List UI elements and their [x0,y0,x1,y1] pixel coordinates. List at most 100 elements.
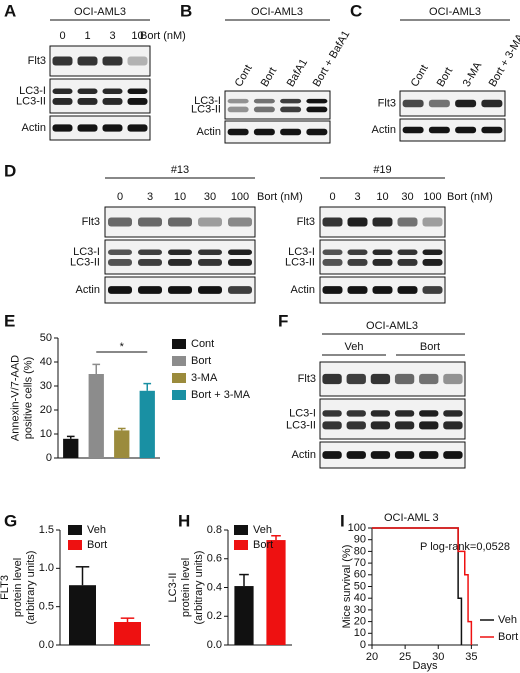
panel-label: E [4,311,15,330]
row-label: Flt3 [28,55,46,67]
band [394,451,415,459]
band [227,98,249,104]
band [419,421,439,430]
band [397,286,418,294]
band [280,106,302,113]
band [443,373,463,385]
legend-label: Bort + 3-MA [191,389,251,401]
treatment-label: Bort (nM) [257,191,303,203]
y-tick-label: 1.0 [39,562,54,574]
band [198,286,222,294]
band [77,124,98,132]
y-tick-label: 70 [354,557,366,569]
row-label: Actin [291,284,315,296]
band [455,126,477,134]
blot-frame [104,239,256,275]
band [428,99,450,108]
row-label: LC3-II [16,95,46,107]
legend-label: Veh [87,524,106,536]
band [108,259,132,266]
x-tick-label: 30 [432,651,444,663]
band [372,217,393,227]
lane-label: 3 [147,191,153,203]
band [372,259,393,266]
group-label: Bort [420,341,440,353]
band [280,98,302,104]
blot-frame [319,361,466,397]
x-tick-label: 20 [366,651,378,663]
legend-label: Bort [87,539,107,551]
lane-label: Bort + BafA1 [311,29,353,89]
band [346,451,366,459]
band [108,217,132,227]
treatment-label: Bort (nM) [447,191,493,203]
y-axis-label: Annexin-V/7-AAD [9,355,21,441]
y-tick-label: 20 [40,404,52,416]
band [443,421,463,430]
row-label: Actin [197,126,221,138]
bar [114,622,141,645]
legend-swatch [68,525,82,535]
header: OCI-AML3 [251,6,303,18]
row-label: LC3-I [289,407,316,419]
band [402,126,424,134]
legend-swatch [172,373,186,383]
row-label: LC3-II [191,103,221,115]
band [52,88,73,94]
bar [266,540,286,645]
header: #13 [171,164,189,176]
panel-label: F [278,311,288,330]
lane-label: 3 [109,30,115,42]
y-tick-label: 40 [40,356,52,368]
survival-line [372,527,473,645]
band [168,259,192,266]
row-label: LC3-II [70,256,100,268]
band [322,217,343,227]
panel-label: A [4,1,16,20]
header: OCI-AML3 [74,6,126,18]
band [52,98,73,105]
y-tick-label: 0.4 [207,581,222,593]
y-tick-label: 10 [354,627,366,639]
band [138,259,162,266]
band [397,259,418,266]
lane-label: 30 [204,191,216,203]
band [228,249,252,255]
x-tick-label: 25 [399,651,411,663]
blot-frame [319,441,466,469]
band [306,106,328,113]
panel-label: B [180,1,192,20]
band [322,259,343,266]
band [322,451,342,459]
y-tick-label: 0.0 [207,639,222,651]
band [322,286,343,294]
band [370,451,391,459]
band [253,128,275,136]
treatment-label: Bort (nM) [140,30,186,42]
panel-label: H [178,511,190,530]
legend-label: 3-MA [191,372,218,384]
band [422,286,443,294]
band [138,286,162,294]
lane-label: 100 [231,191,249,203]
row-label: LC3-II [286,419,316,431]
band [228,286,252,294]
band [422,217,443,227]
legend-swatch [172,339,186,349]
band [127,124,148,132]
row-label: Actin [292,449,316,461]
band [402,99,424,108]
legend-swatch [234,540,248,550]
y-tick-label: 0 [46,452,52,464]
band [138,249,162,255]
band [443,410,463,417]
lane-label: 3-MA [461,60,485,89]
x-axis-label: Days [412,660,438,672]
band [347,259,368,266]
band [346,373,366,385]
lane-label: 0 [117,191,123,203]
lane-label: Cont [233,63,255,89]
band [127,88,148,94]
band [228,217,252,227]
